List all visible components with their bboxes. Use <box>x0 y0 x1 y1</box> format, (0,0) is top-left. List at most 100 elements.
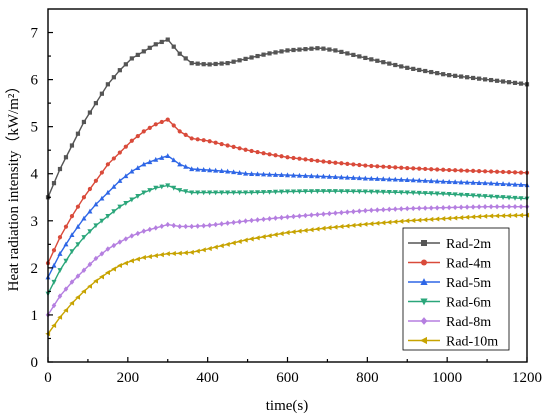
data-point <box>51 302 57 309</box>
data-point <box>201 62 206 67</box>
data-point <box>111 266 116 272</box>
data-point <box>345 161 350 166</box>
data-point <box>368 175 374 181</box>
data-point <box>309 157 314 163</box>
data-point <box>147 188 153 193</box>
data-point <box>159 155 165 160</box>
data-point <box>75 294 81 300</box>
data-point <box>345 209 350 215</box>
data-point <box>93 255 99 262</box>
data-point <box>212 244 218 250</box>
data-point <box>224 241 230 247</box>
data-point <box>387 61 392 66</box>
x-axis-title: time(s) <box>266 398 309 414</box>
data-point <box>362 221 368 227</box>
data-point <box>129 197 135 203</box>
y-tick-label: 4 <box>31 167 39 183</box>
data-point <box>99 170 104 175</box>
data-point <box>147 125 152 130</box>
data-point <box>459 168 464 173</box>
data-point <box>392 219 398 225</box>
data-point <box>500 195 506 200</box>
data-point <box>171 44 176 49</box>
data-point <box>99 195 105 201</box>
data-point <box>267 189 273 195</box>
data-point <box>225 61 230 66</box>
data-point <box>458 204 464 211</box>
data-point <box>369 57 374 62</box>
data-point <box>506 195 512 201</box>
data-point <box>375 164 380 169</box>
data-point <box>421 259 427 266</box>
data-point <box>386 219 392 225</box>
data-point <box>219 61 224 66</box>
data-point <box>452 215 458 221</box>
data-point <box>434 216 440 222</box>
data-point <box>399 64 404 69</box>
data-point <box>464 193 470 198</box>
data-point <box>147 254 152 260</box>
data-point <box>338 189 344 195</box>
data-point <box>117 178 123 183</box>
data-point <box>171 157 177 163</box>
data-point <box>189 223 195 230</box>
data-point <box>512 170 518 175</box>
data-point <box>429 167 434 172</box>
data-point <box>357 162 362 168</box>
data-point <box>314 173 320 179</box>
data-point <box>435 167 440 172</box>
data-point <box>279 49 284 54</box>
data-point <box>51 248 57 253</box>
data-point <box>165 251 170 257</box>
data-point <box>75 273 81 279</box>
data-point <box>105 246 111 252</box>
data-point <box>236 238 242 245</box>
data-point <box>207 190 213 196</box>
data-point <box>285 155 290 160</box>
data-point <box>314 226 320 232</box>
data-point <box>267 171 273 177</box>
data-point <box>470 214 476 220</box>
data-point <box>51 323 57 329</box>
data-point <box>362 175 368 181</box>
data-point <box>494 213 500 219</box>
data-point <box>482 169 488 174</box>
data-point <box>284 230 290 236</box>
data-point <box>159 223 165 229</box>
data-point <box>393 62 398 68</box>
data-point <box>303 212 308 219</box>
data-point <box>356 189 362 195</box>
data-point <box>464 204 470 210</box>
data-point <box>285 214 290 220</box>
data-point <box>237 170 243 175</box>
data-point <box>297 47 302 52</box>
data-point <box>165 117 170 122</box>
data-point <box>375 58 380 63</box>
data-point <box>135 133 140 139</box>
data-point <box>350 189 356 195</box>
data-point <box>206 246 212 252</box>
legend-box <box>402 227 510 351</box>
data-point <box>428 205 434 211</box>
data-point <box>512 195 518 201</box>
data-point <box>309 212 314 218</box>
legend-label: Rad-8m <box>446 315 491 330</box>
data-point <box>231 190 237 196</box>
data-point <box>333 210 338 216</box>
data-point <box>420 278 428 285</box>
data-point <box>207 167 213 173</box>
data-point <box>458 192 464 198</box>
data-point <box>249 171 255 176</box>
data-point <box>75 131 81 136</box>
data-point <box>111 209 117 215</box>
data-point <box>476 193 482 199</box>
data-point <box>51 279 57 285</box>
data-point <box>333 160 338 165</box>
data-point <box>153 185 159 191</box>
data-point <box>183 163 189 169</box>
data-point <box>446 179 452 184</box>
data-point <box>69 232 75 238</box>
data-point <box>93 223 99 229</box>
data-point <box>482 77 488 82</box>
data-point <box>75 223 81 229</box>
